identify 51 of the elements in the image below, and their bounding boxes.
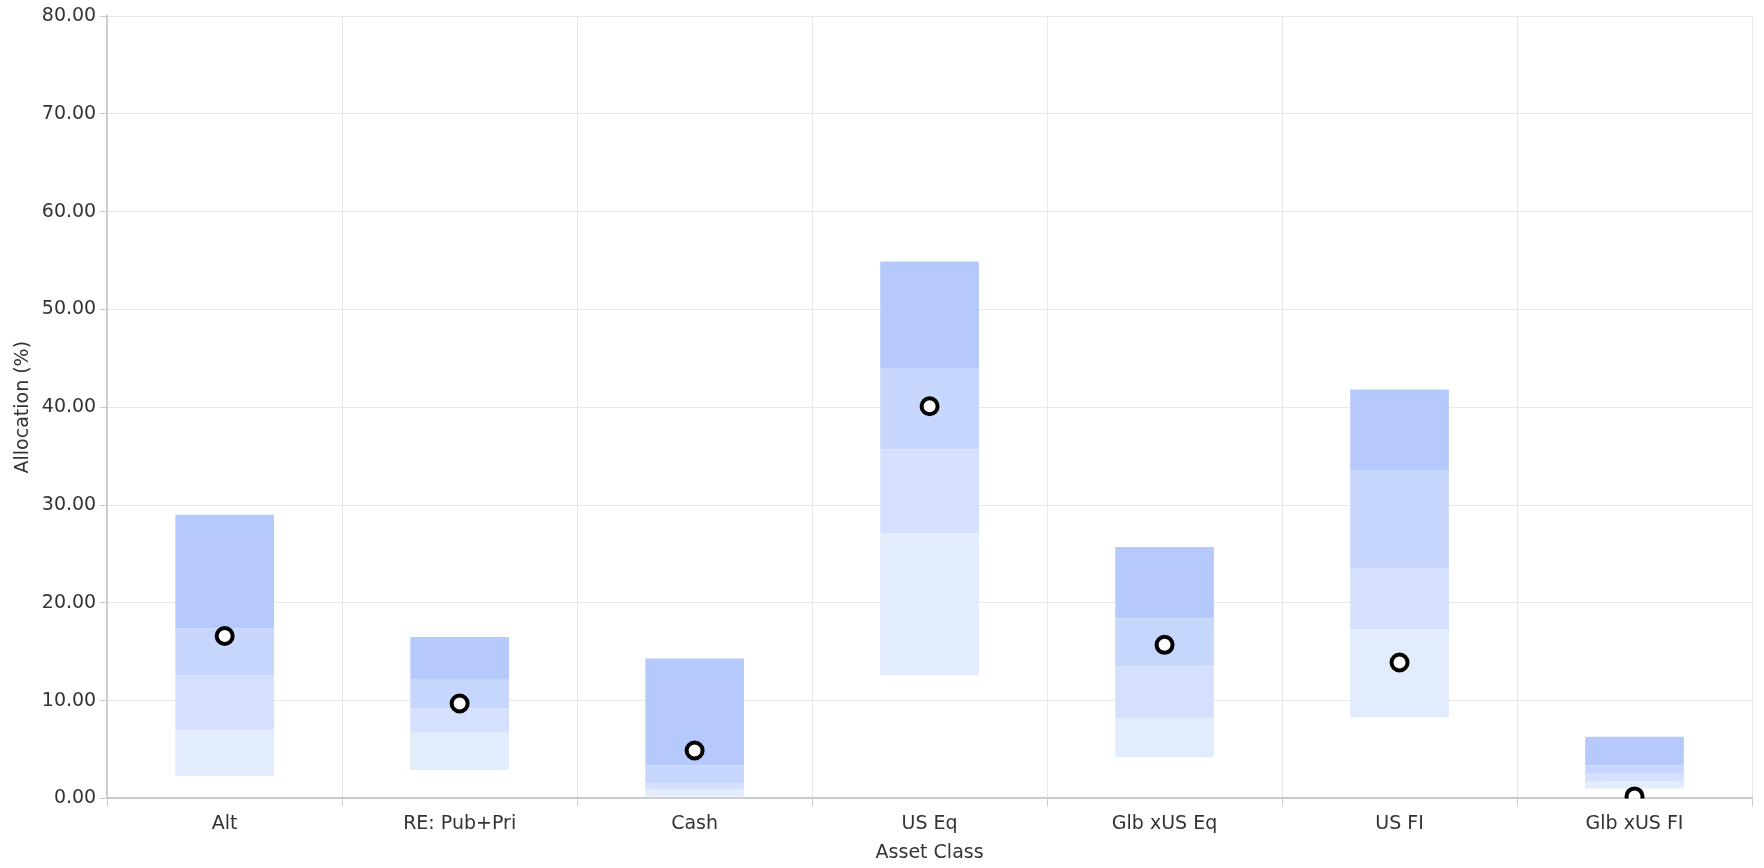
point (214, 626, 235, 647)
bar (175, 728, 275, 776)
bar (1585, 736, 1684, 766)
point (684, 740, 705, 761)
bar (1350, 389, 1449, 471)
bar (1585, 765, 1684, 773)
bar (410, 708, 509, 732)
bar (410, 731, 509, 771)
bar (880, 449, 979, 534)
bar (645, 783, 744, 790)
bar (410, 679, 509, 709)
y-tick-label: 20.00 (41, 589, 97, 612)
bar (410, 637, 509, 680)
x-tick-label: Glb xUS FI (1585, 810, 1684, 833)
y-tick-label: 50.00 (41, 296, 97, 319)
x-tick-label: Alt (211, 810, 238, 833)
bar (1585, 772, 1684, 782)
point (1154, 634, 1175, 655)
x-tick-label: Glb xUS Eq (1111, 810, 1218, 833)
bar (880, 261, 979, 369)
bar (880, 533, 979, 676)
bar (1350, 629, 1449, 718)
y-tick-label: 40.00 (41, 394, 97, 417)
x-axis-title: Asset Class (875, 839, 984, 862)
bar (1350, 568, 1449, 630)
bar (1115, 547, 1214, 619)
y-tick-label: 10.00 (41, 687, 97, 710)
y-tick-label: 0.00 (53, 785, 97, 808)
bar (645, 658, 744, 766)
bar (645, 765, 744, 784)
y-tick-label: 60.00 (41, 198, 97, 221)
bar (175, 628, 275, 676)
point (449, 693, 470, 714)
y-tick-label: 30.00 (41, 491, 97, 514)
bar (1350, 470, 1449, 569)
bar (880, 368, 979, 450)
point (919, 396, 940, 417)
x-tick-label: US FI (1375, 810, 1424, 833)
point (1389, 652, 1410, 673)
y-axis-title: Allocation (%) (10, 340, 33, 474)
x-tick-label: RE: Pub+Pri (403, 810, 517, 833)
y-tick-label: 70.00 (41, 100, 97, 123)
x-tick-label: Cash (671, 810, 719, 833)
bar (1115, 618, 1214, 667)
bar (1115, 718, 1214, 758)
y-tick-label: 80.00 (41, 2, 97, 25)
x-tick-label: US Eq (901, 810, 958, 833)
bar (1585, 781, 1684, 789)
bar (1115, 666, 1214, 719)
bar (175, 675, 275, 729)
bar (175, 514, 275, 629)
